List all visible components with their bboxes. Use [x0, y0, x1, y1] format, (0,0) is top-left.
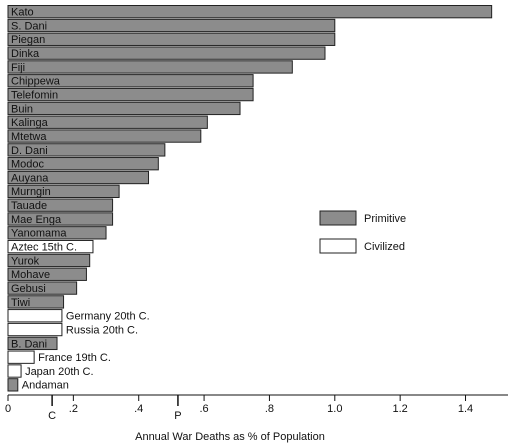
x-tick-label: .2 [69, 403, 78, 415]
bar [7, 378, 19, 392]
bar-label: Gebusi [11, 283, 46, 295]
bar [7, 5, 493, 19]
bar [7, 267, 87, 281]
bar [7, 239, 94, 254]
bar [7, 226, 107, 240]
bar-label: Russia 20th C. [66, 324, 138, 336]
bar-label: Mae Enga [11, 214, 62, 226]
bar-label: Auyana [11, 172, 49, 184]
bar [7, 336, 58, 351]
bar-label: Japan 20th C. [25, 366, 94, 378]
bar [7, 87, 254, 102]
bar-label: Mohave [11, 269, 50, 281]
bar-label: Tiwi [11, 297, 30, 309]
bar [7, 115, 208, 129]
bar [7, 46, 326, 60]
bar-label: Andaman [22, 380, 69, 392]
x-tick-label: 0 [5, 403, 11, 415]
bar [7, 74, 254, 88]
bar-label: Dinka [11, 48, 40, 60]
x-tick-label: .6 [199, 403, 208, 415]
legend-swatch [319, 238, 357, 254]
bar-label: S. Dani [11, 20, 47, 32]
bar [7, 198, 114, 212]
bar [7, 350, 35, 364]
bar-label: Chippewa [11, 76, 61, 88]
bar-label: Murngin [11, 186, 51, 198]
bar [7, 129, 202, 143]
x-tick-label: .4 [134, 403, 143, 415]
x-tick-label: .8 [265, 403, 274, 415]
x-tick-label: 1.4 [458, 403, 473, 415]
marker-label: P [174, 410, 181, 422]
bar-label: Aztec 15th C. [11, 242, 77, 254]
bar [7, 60, 293, 74]
bar-label: B. Dani [11, 338, 47, 350]
bar-label: Mtetwa [11, 131, 47, 143]
bar-label: Kalinga [11, 117, 49, 129]
bar-label: Germany 20th C. [66, 311, 150, 323]
legend-label: Primitive [364, 213, 406, 225]
bar [7, 101, 241, 116]
bar [7, 281, 78, 295]
x-tick-label: 1.2 [393, 403, 408, 415]
x-tick-label: 1.0 [327, 403, 342, 415]
bar [7, 18, 336, 33]
bar [7, 309, 63, 323]
bar [7, 170, 150, 185]
marker-label: C [48, 410, 56, 422]
bar-label: Modoc [11, 159, 45, 171]
bar-label: Yurok [11, 255, 40, 267]
bar-label: France 19th C. [38, 352, 111, 364]
bar-label: Piegan [11, 34, 45, 46]
bar-label: Yanomama [11, 228, 67, 240]
bar [7, 253, 91, 268]
x-axis-label: Annual War Deaths as % of Population [135, 431, 325, 443]
legend-swatch [319, 210, 357, 226]
bar [7, 212, 114, 226]
bar-label: Telefomin [11, 89, 58, 101]
bar [7, 32, 336, 46]
bar [7, 157, 159, 171]
bar-label: Kato [11, 7, 34, 19]
bar-label: D. Dani [11, 145, 48, 157]
legend-label: Civilized [364, 241, 405, 253]
bar [7, 364, 22, 378]
bar [7, 143, 166, 157]
bar-label: Tauade [11, 200, 47, 212]
bar [7, 322, 63, 337]
bar-label: Fiji [11, 62, 25, 74]
bar [7, 295, 65, 309]
bar [7, 184, 120, 199]
bar-label: Buin [11, 103, 33, 115]
